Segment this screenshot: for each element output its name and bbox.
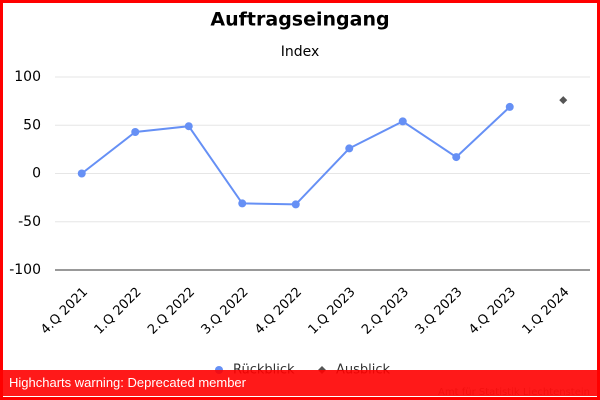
x-tick-label: 4.Q 2023 — [466, 285, 519, 338]
x-tick-label: 2.Q 2023 — [359, 285, 412, 338]
point — [452, 153, 461, 162]
point — [345, 144, 354, 153]
x-tick-label: 1.Q 2022 — [92, 285, 145, 338]
x-tick-label: 1.Q 2023 — [306, 285, 359, 338]
chart-title: Auftragseingang — [210, 9, 389, 31]
point — [398, 117, 407, 126]
x-tick-label: 1.Q 2024 — [520, 285, 573, 338]
point — [559, 96, 568, 105]
x-tick-label: 4.Q 2022 — [252, 285, 305, 338]
x-tick-label: 3.Q 2023 — [413, 285, 466, 338]
point — [77, 169, 86, 178]
y-tick-label: 50 — [23, 117, 41, 133]
y-tick-label: 100 — [14, 69, 41, 85]
point — [184, 122, 193, 131]
x-tick-label: 2.Q 2022 — [145, 285, 198, 338]
point — [131, 128, 140, 137]
x-tick-label: 3.Q 2022 — [199, 285, 252, 338]
chart-subtitle: Index — [281, 44, 320, 60]
line — [81, 106, 511, 206]
warning-bar: Highcharts warning: Deprecated member — [3, 370, 597, 396]
point — [505, 102, 514, 111]
point — [238, 199, 247, 208]
x-tick-label: 4.Q 2021 — [38, 285, 91, 338]
y-tick-label: 0 — [32, 166, 41, 182]
y-tick-label: -100 — [9, 262, 41, 278]
point — [291, 200, 300, 209]
y-tick-label: -50 — [18, 214, 41, 230]
